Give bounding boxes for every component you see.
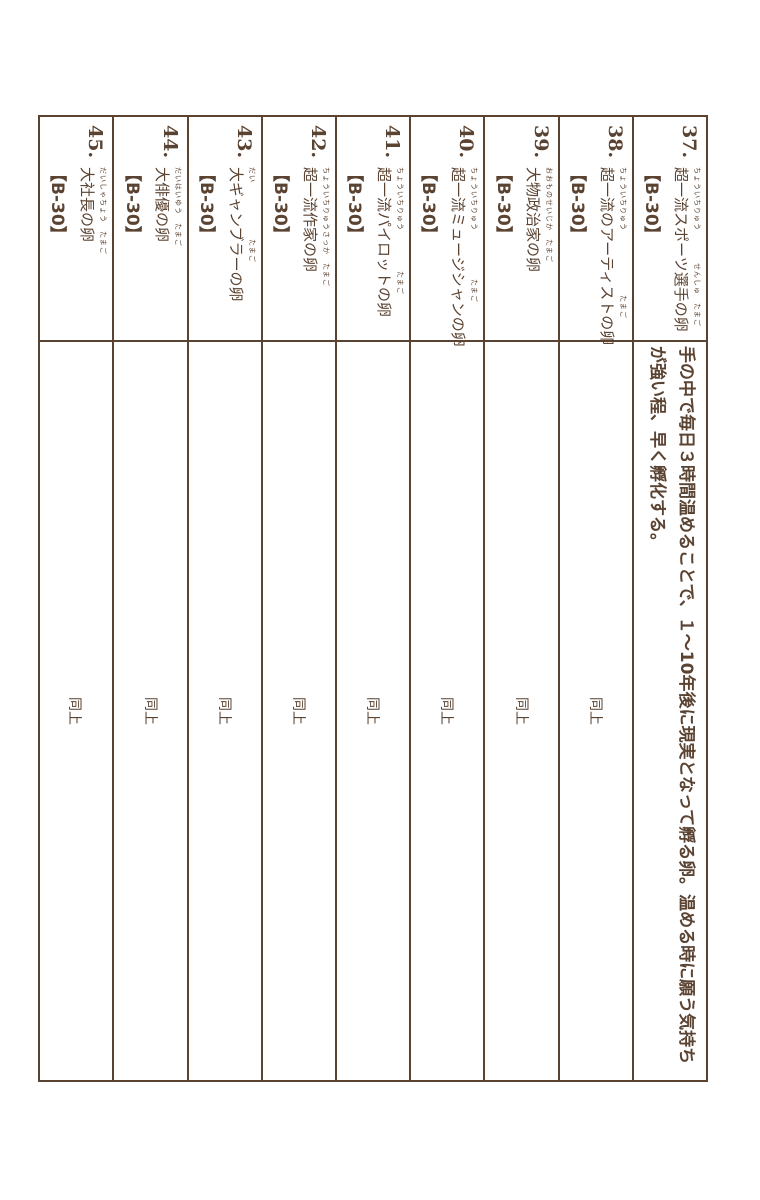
item-name-cell: 40. ちょういちりゅう たまご 超一流ミュージシャンの卵 【B-30】 bbox=[411, 117, 484, 347]
egg-item-table: 37. ちょういちりゅう せんしゅ たまご 超一流スポーツ選手の卵 【B-30】… bbox=[38, 115, 708, 1082]
table-row: 45. だいしゃちょう たまご 大社長の卵 【B-30】 同上 bbox=[38, 117, 113, 1080]
table-row: 41. ちょういちりゅう たまご 超一流パイロットの卵 【B-30】 同上 bbox=[335, 117, 410, 1080]
item-name-cell: 45. だいしゃちょう たまご 大社長の卵 【B-30】 bbox=[38, 117, 113, 342]
item-description: 同上 bbox=[512, 697, 529, 725]
item-name-cell: 42. ちょういちりゅうさっか たまご 超一流作家の卵 【B-30】 bbox=[262, 117, 336, 342]
item-title: 超一流ミュージシャンの卵 bbox=[449, 167, 468, 347]
item-name-cell: 38. ちょういちりゅう たまご 超一流のアーティストの卵 【B-30】 bbox=[559, 117, 632, 346]
item-furigana: だいはいゆう たまご bbox=[173, 167, 182, 247]
item-code: 【B-30】 bbox=[195, 165, 216, 243]
item-title: 超一流パイロットの卵 bbox=[375, 167, 394, 318]
item-name-cell: 41. ちょういちりゅう たまご 超一流パイロットの卵 【B-30】 bbox=[337, 117, 410, 342]
item-title: 超一流のアーティストの卵 bbox=[597, 167, 616, 346]
item-number: 37. bbox=[678, 125, 700, 159]
item-furigana: ちょういちりゅう せんしゅ たまご bbox=[693, 167, 701, 327]
item-name-cell: 44. だいはいゆう たまご 大俳優の卵 【B-30】 bbox=[114, 117, 187, 342]
item-description: 同上 bbox=[141, 697, 158, 725]
item-code: 【B-30】 bbox=[121, 165, 142, 243]
item-furigana: ちょういちりゅう たまご bbox=[470, 167, 479, 303]
item-code: 【B-30】 bbox=[492, 165, 513, 243]
item-description: 同上 bbox=[289, 697, 306, 725]
table-row: 37. ちょういちりゅう せんしゅ たまご 超一流スポーツ選手の卵 【B-30】… bbox=[631, 117, 706, 1080]
item-furigana: だいしゃちょう たまご bbox=[99, 167, 108, 255]
table-row: 40. ちょういちりゅう たまご 超一流ミュージシャンの卵 【B-30】 同上 bbox=[409, 117, 484, 1080]
item-number: 39. bbox=[529, 125, 552, 159]
item-name-cell: 43. だい たまご 大ギャンブラーの卵 【B-30】 bbox=[188, 117, 261, 342]
item-description: 手の中で毎日３時間温めることで、１～10年後に現実となって孵る卵。温める時に願う… bbox=[647, 346, 696, 1065]
table-row: 43. だい たまご 大ギャンブラーの卵 【B-30】 同上 bbox=[186, 117, 261, 1080]
item-description: 同上 bbox=[438, 697, 455, 725]
item-code: 【B-30】 bbox=[344, 165, 365, 243]
item-code: 【B-30】 bbox=[641, 165, 661, 243]
item-code: 【B-30】 bbox=[566, 165, 587, 243]
item-number: 41. bbox=[381, 125, 404, 159]
item-furigana: ちょういちりゅう たまご bbox=[396, 167, 405, 295]
item-description: 同上 bbox=[586, 697, 603, 725]
item-title: 大俳優の卵 bbox=[152, 167, 171, 243]
item-furigana: ちょういちりゅうさっか たまご bbox=[322, 167, 331, 287]
item-title: 超一流作家の卵 bbox=[301, 167, 320, 273]
item-number: 40. bbox=[455, 125, 478, 159]
item-description: 同上 bbox=[364, 697, 381, 725]
item-furigana: ちょういちりゅう たまご bbox=[618, 167, 627, 319]
item-furigana: だい たまご bbox=[247, 167, 256, 263]
table-row: 42. ちょういちりゅうさっか たまご 超一流作家の卵 【B-30】 同上 bbox=[260, 117, 336, 1080]
item-code: 【B-30】 bbox=[270, 165, 291, 243]
table-row: 44. だいはいゆう たまご 大俳優の卵 【B-30】 同上 bbox=[112, 117, 187, 1080]
item-name-cell: 37. ちょういちりゅう せんしゅ たまご 超一流スポーツ選手の卵 【B-30】 bbox=[633, 117, 706, 342]
item-number: 45. bbox=[84, 125, 107, 159]
item-title: 超一流スポーツ選手の卵 bbox=[672, 167, 690, 332]
item-title: 大物政治家の卵 bbox=[523, 167, 542, 273]
item-number: 38. bbox=[603, 125, 626, 159]
item-code: 【B-30】 bbox=[418, 165, 439, 243]
item-description: 同上 bbox=[66, 697, 83, 725]
item-title: 大社長の卵 bbox=[78, 167, 97, 243]
item-number: 43. bbox=[232, 125, 255, 159]
item-description: 同上 bbox=[215, 697, 232, 725]
table-row: 39. おおものせいじか たまご 大物政治家の卵 【B-30】 同上 bbox=[483, 117, 558, 1080]
table-row: 38. ちょういちりゅう たまご 超一流のアーティストの卵 【B-30】 同上 bbox=[557, 117, 632, 1080]
item-name-cell: 39. おおものせいじか たまご 大物政治家の卵 【B-30】 bbox=[485, 117, 558, 342]
item-number: 42. bbox=[307, 125, 330, 159]
item-number: 44. bbox=[158, 125, 181, 159]
item-title: 大ギャンブラーの卵 bbox=[226, 167, 245, 302]
item-code: 【B-30】 bbox=[47, 165, 68, 243]
item-furigana: おおものせいじか たまご bbox=[544, 167, 553, 263]
